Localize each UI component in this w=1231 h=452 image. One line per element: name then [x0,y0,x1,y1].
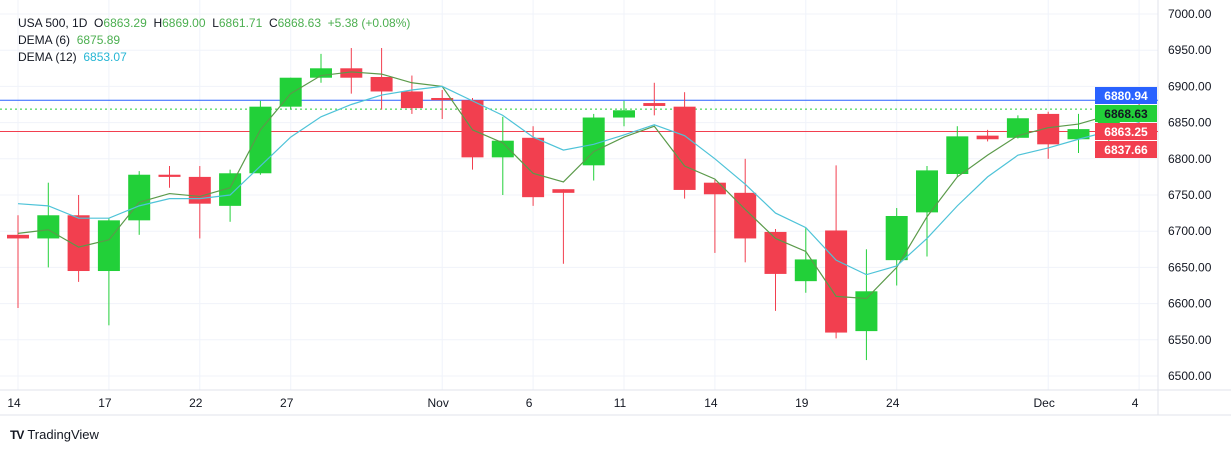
x-tick-label: Dec [1034,396,1055,410]
x-tick-label: 14 [7,396,21,410]
branding-label: TradingView [27,427,99,442]
low-label: L [212,16,219,30]
candle-down [400,91,423,109]
y-tick-label: 6750.00 [1168,188,1212,202]
candle-down [7,234,29,239]
price-label-bg [1095,123,1157,140]
candle-down [431,97,454,101]
candle-down [976,135,999,140]
price-label-bg [1095,141,1157,158]
candle-down [673,106,696,190]
x-tick-label: 27 [280,396,294,410]
price-label-bg [1095,87,1157,104]
x-tick-label: 19 [795,396,809,410]
dema12-value: 6853.07 [83,50,127,64]
x-tick-label: 6 [526,396,533,410]
y-tick-label: 6550.00 [1168,333,1212,347]
dema12-label: DEMA (12) [18,50,77,64]
dema6-value: 6875.89 [76,33,121,47]
dema12-row: DEMA (12) 6853.07 [18,49,410,66]
x-tick-label: 11 [614,396,627,410]
high-label: H [153,16,163,30]
candle-down [158,174,181,177]
ohlc-row: USA 500, 1D O6863.29 H6869.00 L6861.71 C… [18,15,410,32]
candle-down [703,182,726,195]
candle-down [825,230,848,333]
tradingview-logo[interactable]: TV TradingView [10,427,99,442]
candle-down [522,137,545,198]
y-tick-label: 7000.00 [1168,7,1212,21]
y-tick-label: 6800.00 [1168,152,1212,166]
x-tick-label: 14 [704,396,718,410]
x-tick-label: 4 [1132,396,1139,410]
candle-up [128,174,151,221]
y-tick-label: 6900.00 [1168,79,1212,93]
candle-up [491,140,514,158]
open-value: 6863.29 [103,16,147,30]
candle-up [855,291,878,332]
chart-legend: USA 500, 1D O6863.29 H6869.00 L6861.71 C… [18,15,410,66]
x-tick-label: 17 [98,396,112,410]
y-tick-label: 6850.00 [1168,116,1212,130]
dema6-row: DEMA (6) 6875.89 [18,32,410,49]
price-label: 6880.94 [1104,89,1148,103]
close-label: C [268,16,278,30]
tradingview-logo-icon: TV [10,427,24,442]
change-value: +5.38 (+0.08%) [327,16,411,30]
open-label: O [94,16,104,30]
candle-up [885,215,908,261]
symbol-label: USA 500, 1D [18,16,88,30]
candle-up [613,110,635,118]
candle-up [219,173,242,206]
high-value: 6869.00 [162,16,206,30]
candle-up [310,68,332,78]
candle-up [37,215,60,239]
dema-line-12 [17,85,1140,276]
candle-down [67,215,90,272]
candle-down [764,231,787,274]
x-tick-label: Nov [428,396,449,410]
candle-up [97,220,120,272]
candle-up [1067,129,1090,140]
candle-down [461,100,484,158]
y-tick-label: 6600.00 [1168,297,1212,311]
price-label-bg [1095,105,1157,122]
candle-down [643,103,666,106]
candle-down [1037,113,1060,145]
price-label: 6837.66 [1104,143,1148,157]
candle-up [794,259,817,282]
candle-up [916,170,938,213]
candle-up [946,136,969,175]
price-label: 6868.63 [1104,107,1148,121]
y-tick-label: 6700.00 [1168,224,1212,238]
low-value: 6861.71 [218,16,263,30]
close-value: 6868.63 [277,16,321,30]
x-tick-label: 24 [886,396,900,410]
candle-down [370,76,393,92]
candle-down [734,192,757,239]
y-tick-label: 6500.00 [1168,369,1212,383]
x-tick-label: 22 [189,396,203,410]
candle-down [188,176,211,204]
candle-up [249,106,272,174]
y-tick-label: 6650.00 [1168,260,1212,274]
candle-up [1006,118,1029,138]
candle-up [582,117,605,166]
candle-down [552,189,575,193]
y-tick-label: 6950.00 [1168,43,1212,57]
candle-down [340,68,363,78]
dema-line-6 [17,71,1140,300]
dema6-label: DEMA (6) [18,33,71,47]
price-label: 6863.25 [1104,125,1148,139]
